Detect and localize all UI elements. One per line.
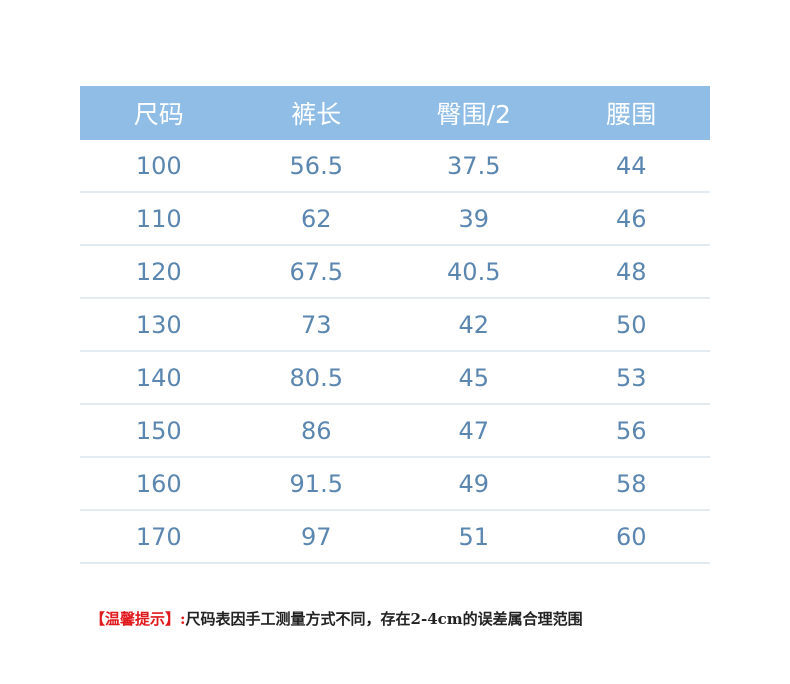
table-cell: 40.5 [447, 257, 501, 286]
table-cell: 48 [615, 257, 647, 286]
table-cell: 53 [615, 363, 647, 392]
table-cell: 110 [135, 204, 182, 233]
table-cell: 150 [135, 416, 182, 445]
table-row: 160 91.5 49 58 [80, 458, 710, 511]
table-row: 100 56.5 37.5 44 [80, 140, 710, 193]
table-cell: 60 [615, 522, 647, 551]
table-row: 140 80.5 45 53 [80, 352, 710, 405]
table-row: 110 62 39 46 [80, 193, 710, 246]
table-cell: 86 [300, 416, 332, 445]
table-cell: 73 [300, 310, 332, 339]
table-header: 尺码 裤长 臀围/2 腰围 [80, 86, 710, 140]
table-row: 120 67.5 40.5 48 [80, 246, 710, 299]
tip-text: 尺码表因手工测量方式不同，存在2-4cm的误差属合理范围 [185, 610, 583, 628]
table-cell: 47 [458, 416, 490, 445]
table-row: 130 73 42 50 [80, 299, 710, 352]
header-hip: 臀围/2 [436, 100, 511, 129]
table-cell: 42 [458, 310, 490, 339]
tip-label: 【温馨提示】: [90, 610, 186, 628]
table-cell: 51 [458, 522, 490, 551]
table-cell: 80.5 [289, 363, 343, 392]
table-cell: 46 [615, 204, 647, 233]
header-waist: 腰围 [606, 100, 657, 129]
table-cell: 67.5 [289, 257, 343, 286]
table-cell: 56 [615, 416, 647, 445]
table-cell: 160 [135, 469, 182, 498]
table-cell: 44 [615, 151, 647, 180]
table-row: 150 86 47 56 [80, 405, 710, 458]
table-cell: 91.5 [289, 469, 343, 498]
table-cell: 58 [615, 469, 647, 498]
header-size: 尺码 [133, 100, 184, 129]
table-cell: 130 [135, 310, 182, 339]
table-cell: 37.5 [447, 151, 501, 180]
table-cell: 62 [300, 204, 332, 233]
table-cell: 49 [458, 469, 490, 498]
table-row: 170 97 51 60 [80, 511, 710, 564]
tip-note: 【温馨提示】:尺码表因手工测量方式不同，存在2-4cm的误差属合理范围 [90, 608, 583, 629]
table-cell: 170 [135, 522, 182, 551]
table-cell: 50 [615, 310, 647, 339]
table-cell: 45 [458, 363, 490, 392]
table-cell: 39 [458, 204, 490, 233]
size-table: 尺码 裤长 臀围/2 腰围 100 56.5 37.5 44 110 62 39 46 120 6… [80, 86, 710, 564]
header-pant-length: 裤长 [291, 100, 342, 129]
table-cell: 100 [135, 151, 182, 180]
table-cell: 140 [135, 363, 182, 392]
table-cell: 120 [135, 257, 182, 286]
table-cell: 97 [300, 522, 332, 551]
table-cell: 56.5 [289, 151, 343, 180]
